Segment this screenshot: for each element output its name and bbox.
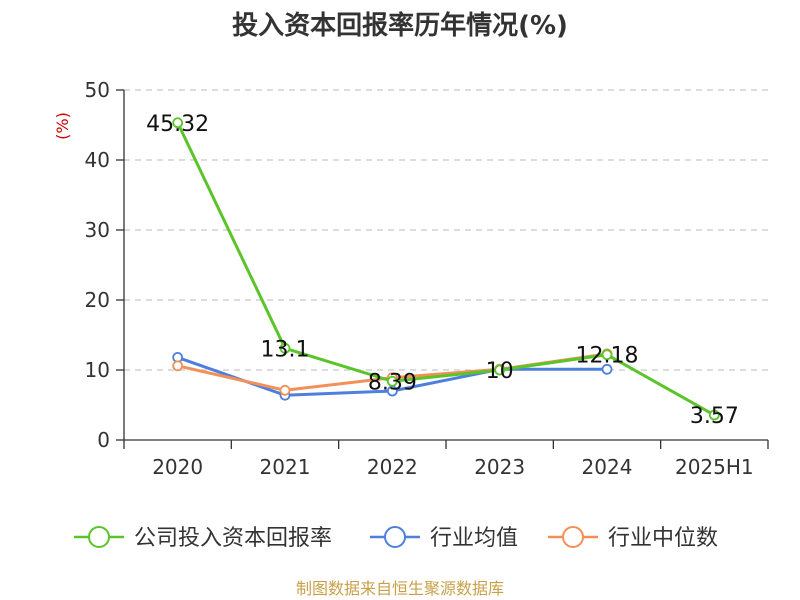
legend-item: 行业中位数 — [548, 526, 718, 551]
legend-label: 行业均值 — [430, 526, 518, 551]
data-label: 10 — [486, 359, 514, 384]
data-point — [386, 375, 398, 387]
x-tick-label: 2022 — [367, 455, 418, 479]
data-point — [494, 364, 506, 376]
y-tick-label: 50 — [85, 78, 110, 102]
x-tick-label: 2023 — [474, 455, 525, 479]
legend-marker — [562, 526, 584, 548]
x-tick-label: 2024 — [582, 455, 633, 479]
legend-label: 公司投入资本回报率 — [134, 526, 332, 551]
data-point — [279, 384, 291, 396]
y-tick-label: 30 — [85, 218, 110, 242]
data-label: 13.1 — [261, 337, 310, 362]
legend-marker — [88, 526, 110, 548]
data-label: 12.18 — [576, 344, 639, 369]
series-line — [176, 122, 716, 417]
data-labels: 45.32 13.1 8.39 10 12.18 3.57 — [146, 112, 739, 429]
y-axis-label: (%) — [53, 112, 72, 140]
data-point — [601, 363, 613, 375]
y-tick-label: 20 — [85, 288, 110, 312]
data-point — [172, 360, 184, 372]
y-tick-label: 40 — [85, 148, 110, 172]
data-label: 8.39 — [368, 370, 417, 395]
source-note: 制图数据来自恒生聚源数据库 — [296, 579, 504, 598]
x-tick-label: 2025H1 — [675, 455, 754, 479]
data-point — [172, 117, 184, 129]
x-tick-label: 2021 — [260, 455, 311, 479]
y-tick-label: 0 — [97, 428, 110, 452]
series-0 — [172, 117, 720, 421]
legend: 公司投入资本回报率 行业均值 行业中位数 — [74, 526, 718, 551]
x-tick-label: 2020 — [152, 455, 203, 479]
data-label: 45.32 — [146, 112, 209, 137]
data-label: 3.57 — [690, 404, 739, 429]
legend-marker — [384, 526, 406, 548]
legend-item: 行业均值 — [370, 526, 518, 551]
data-point — [279, 342, 291, 354]
grid-lines — [124, 89, 768, 371]
data-point — [708, 409, 720, 421]
legend-item: 公司投入资本回报率 — [74, 526, 332, 551]
series-lines — [172, 117, 720, 421]
y-tick-label: 10 — [85, 358, 110, 382]
legend-label: 行业中位数 — [608, 526, 718, 551]
chart-title: 投入资本回报率历年情况(%) — [232, 10, 568, 41]
axes: 0 10 20 30 40 50 2020 2021 2022 2023 2024 2025H1 — [85, 78, 769, 479]
data-point — [601, 349, 613, 361]
